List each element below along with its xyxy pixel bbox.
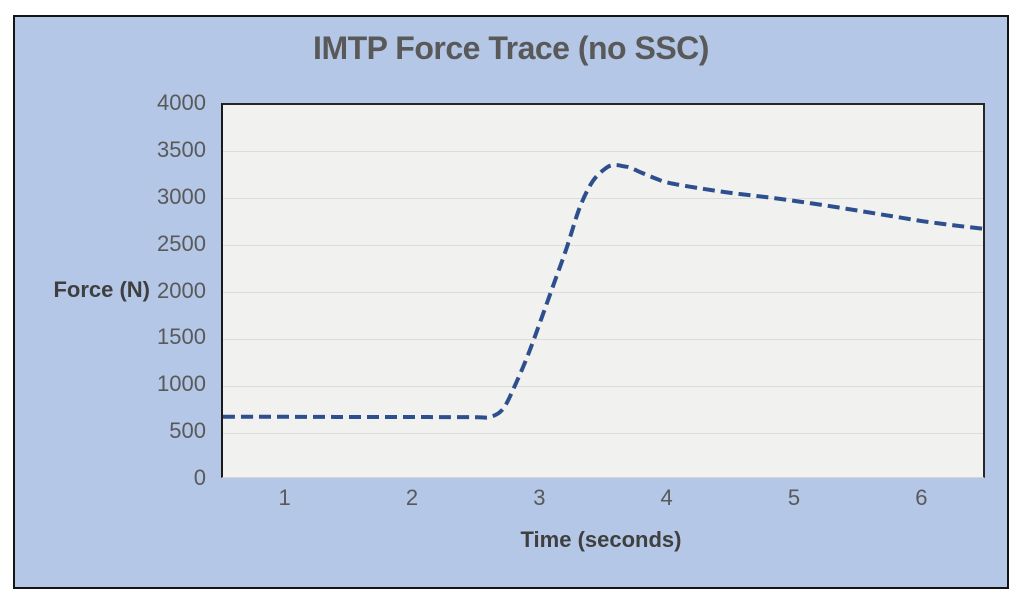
- chart-title: IMTP Force Trace (no SSC): [313, 30, 709, 66]
- x-tick-label: 2: [405, 485, 419, 510]
- x-tick-label: 4: [660, 485, 673, 510]
- y-tick-label: 500: [169, 418, 206, 444]
- y-tick-label: 3000: [157, 183, 206, 209]
- y-tick-label: 1500: [157, 324, 206, 350]
- gridline: [223, 385, 983, 387]
- y-tick-label: 2000: [157, 277, 206, 303]
- x-tick-label: 6: [915, 485, 928, 510]
- force-trace-path: [223, 162, 983, 420]
- x-tick-label: 3: [533, 485, 546, 510]
- y-tick-label: 2500: [157, 230, 206, 256]
- plot-area: [221, 103, 985, 478]
- gridline: [223, 245, 983, 247]
- gridline: [223, 292, 983, 293]
- y-tick-label: 1000: [157, 371, 206, 397]
- y-tick-label: 3500: [157, 136, 206, 162]
- x-axis-title: Time (seconds): [520, 527, 682, 552]
- gridline: [223, 432, 983, 434]
- y-axis-title: Force (N): [53, 277, 150, 302]
- y-tick-label: 0: [193, 465, 206, 490]
- gridline: [223, 151, 983, 153]
- x-tick-label: 5: [787, 485, 801, 510]
- gridline: [223, 338, 983, 340]
- gridline: [223, 198, 983, 200]
- x-tick-label: 1: [278, 485, 291, 510]
- y-tick-label: 4000: [157, 90, 206, 115]
- force-trace-line: [223, 162, 983, 420]
